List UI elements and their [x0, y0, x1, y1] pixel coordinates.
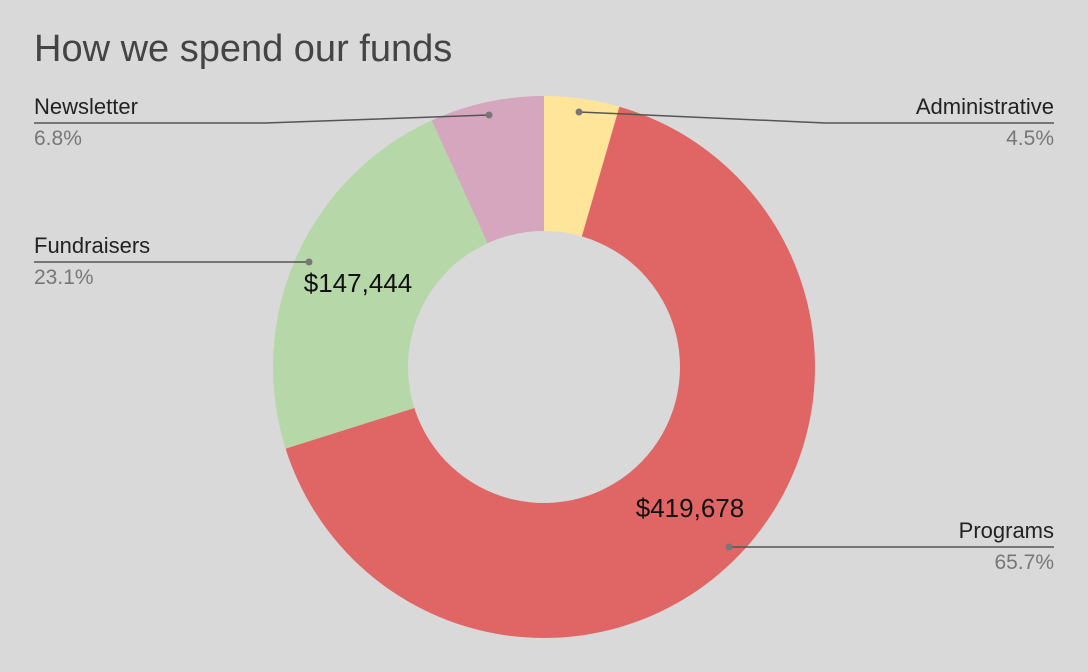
label-percent-fundraisers: 23.1% — [34, 266, 94, 289]
donut-slices — [273, 96, 815, 638]
slice-newsletter — [431, 96, 544, 244]
leader-line-administrative — [578, 111, 1054, 124]
slice-administrative — [544, 96, 620, 237]
label-name-administrative: Administrative — [916, 94, 1054, 119]
callout-labels: Administrative 4.5% Programs 65.7% Fundraise… — [34, 94, 1054, 574]
chart-title: How we spend our funds — [34, 28, 453, 70]
label-percent-newsletter: 6.8% — [34, 127, 82, 150]
value-label-fundraisers: $147,444 — [304, 268, 412, 298]
value-label-programs: $419,678 — [636, 493, 744, 523]
leader-dot-administrative — [575, 108, 583, 116]
label-name-newsletter: Newsletter — [34, 94, 138, 119]
leader-lines — [34, 108, 1054, 551]
label-name-programs: Programs — [959, 518, 1054, 543]
label-percent-administrative: 4.5% — [1006, 127, 1054, 150]
slice-programs — [285, 106, 815, 638]
label-name-fundraisers: Fundraisers — [34, 233, 150, 258]
slice-fundraisers — [273, 120, 488, 449]
label-percent-programs: 65.7% — [994, 551, 1054, 574]
leader-dot-newsletter — [485, 111, 493, 119]
leader-dot-programs — [725, 543, 733, 551]
leader-dot-fundraisers — [305, 258, 313, 266]
leader-line-newsletter — [34, 114, 490, 124]
